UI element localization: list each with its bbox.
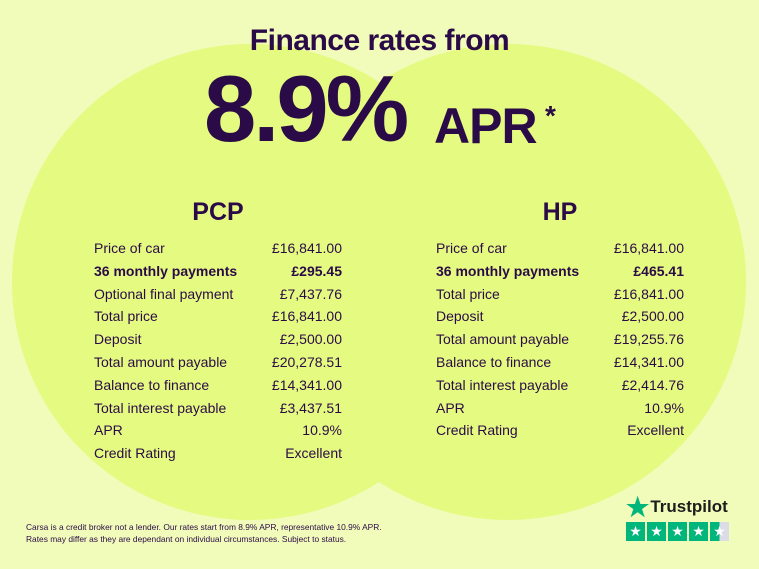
row-value: £465.41 bbox=[633, 262, 684, 279]
trustpilot-star-icon: ★ bbox=[626, 492, 650, 522]
row-value: £2,414.76 bbox=[621, 376, 684, 393]
row-label: Credit Rating bbox=[94, 445, 176, 462]
table-row: Total amount payable £19,255.76 bbox=[436, 328, 684, 351]
row-value: £16,841.00 bbox=[613, 240, 684, 256]
row-label: Total price bbox=[94, 308, 158, 325]
table-row: 36 monthly payments £295.45 bbox=[94, 260, 342, 283]
trustpilot-rating-stars: ★ ★ ★ ★ ★ bbox=[626, 522, 729, 541]
row-value: £16,841.00 bbox=[271, 240, 342, 256]
row-label: APR bbox=[436, 399, 465, 416]
row-value: 10.9% bbox=[644, 399, 684, 416]
row-value: £14,341.00 bbox=[613, 353, 684, 370]
apr-label: APR bbox=[434, 98, 538, 154]
row-label: Total interest payable bbox=[436, 376, 569, 393]
row-value: £3,437.51 bbox=[279, 399, 342, 416]
row-value: £19,255.76 bbox=[613, 331, 684, 348]
table-row: APR 10.9% bbox=[94, 419, 342, 442]
row-value: 10.9% bbox=[302, 422, 342, 439]
table-row: Total interest payable £2,414.76 bbox=[436, 374, 684, 397]
row-label: Total amount payable bbox=[94, 353, 228, 370]
row-value: £16,841.00 bbox=[613, 285, 684, 302]
star-icon: ★ bbox=[626, 522, 645, 541]
pcp-heading: PCP bbox=[192, 198, 244, 226]
row-label: Balance to finance bbox=[94, 376, 210, 393]
disclaimer-line-1: Carsa is a credit broker not a lender. O… bbox=[26, 522, 382, 532]
half-star-icon: ★ bbox=[710, 522, 729, 541]
table-row: APR 10.9% bbox=[436, 397, 684, 420]
row-value: £295.45 bbox=[291, 262, 342, 279]
table-row: Deposit £2,500.00 bbox=[94, 328, 342, 351]
table-row: Credit Rating Excellent bbox=[436, 419, 684, 442]
row-value: £14,341.00 bbox=[271, 376, 342, 393]
row-label: Total interest payable bbox=[94, 399, 227, 416]
row-value: £16,841.00 bbox=[271, 308, 342, 325]
disclaimer: Carsa is a credit broker not a lender. O… bbox=[26, 521, 382, 545]
trustpilot-name: Trustpilot bbox=[650, 497, 728, 516]
row-label: Price of car bbox=[94, 240, 165, 256]
row-value: £2,500.00 bbox=[621, 308, 684, 325]
hp-table: HP Price of car £16,841.00 36 monthly paym… bbox=[436, 198, 684, 442]
star-icon: ★ bbox=[689, 522, 708, 541]
trustpilot-badge: ★ Trustpilot ★ ★ ★ ★ ★ bbox=[626, 494, 729, 541]
table-row: 36 monthly payments £465.41 bbox=[436, 260, 684, 283]
star-icon: ★ bbox=[647, 522, 666, 541]
table-row: Optional final payment £7,437.76 bbox=[94, 283, 342, 306]
table-row: Total interest payable £3,437.51 bbox=[94, 397, 342, 420]
asterisk: * bbox=[545, 100, 556, 131]
pcp-table: PCP Price of car £16,841.00 36 monthly pay… bbox=[94, 198, 342, 465]
headline: Finance rates from bbox=[249, 24, 510, 57]
row-label: Deposit bbox=[94, 331, 142, 348]
table-row: Price of car £16,841.00 bbox=[436, 237, 684, 260]
row-label: Credit Rating bbox=[436, 422, 518, 439]
table-row: Total price £16,841.00 bbox=[436, 283, 684, 306]
table-row: Deposit £2,500.00 bbox=[436, 305, 684, 328]
disclaimer-line-2: Rates may differ as they are dependant o… bbox=[26, 534, 347, 544]
row-label: 36 monthly payments bbox=[436, 262, 580, 279]
row-value: £7,437.76 bbox=[279, 285, 342, 302]
rate-value: 8.9% bbox=[204, 56, 409, 161]
star-icon: ★ bbox=[668, 522, 687, 541]
row-label: APR bbox=[94, 422, 123, 439]
row-label: Price of car bbox=[436, 240, 507, 256]
table-row: Total amount payable £20,278.51 bbox=[94, 351, 342, 374]
row-value: Excellent bbox=[627, 422, 684, 439]
table-row: Credit Rating Excellent bbox=[94, 442, 342, 465]
table-row: Balance to finance £14,341.00 bbox=[436, 351, 684, 374]
table-row: Balance to finance £14,341.00 bbox=[94, 374, 342, 397]
row-label: Total amount payable bbox=[436, 331, 570, 348]
background-circle-right bbox=[270, 44, 746, 520]
row-label: Optional final payment bbox=[94, 285, 234, 302]
row-value: £20,278.51 bbox=[271, 353, 342, 370]
hp-heading: HP bbox=[542, 198, 578, 226]
row-label: Total price bbox=[436, 285, 500, 302]
row-value: Excellent bbox=[285, 445, 342, 462]
row-label: 36 monthly payments bbox=[94, 262, 238, 279]
table-row: Price of car £16,841.00 bbox=[94, 237, 342, 260]
row-label: Balance to finance bbox=[436, 353, 552, 370]
row-label: Deposit bbox=[436, 308, 484, 325]
table-row: Total price £16,841.00 bbox=[94, 305, 342, 328]
row-value: £2,500.00 bbox=[279, 331, 342, 348]
